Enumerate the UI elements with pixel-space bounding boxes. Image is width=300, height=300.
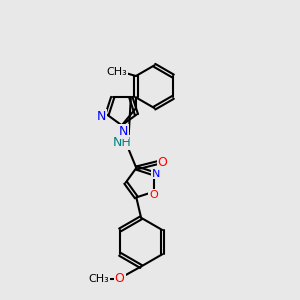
Text: O: O — [149, 190, 158, 200]
Text: O: O — [115, 272, 124, 286]
Text: O: O — [158, 156, 167, 169]
Text: N: N — [96, 110, 106, 123]
Text: CH₃: CH₃ — [106, 68, 127, 77]
Text: CH₃: CH₃ — [88, 274, 109, 284]
Text: N: N — [118, 125, 128, 138]
Text: N: N — [152, 169, 160, 178]
Text: NH: NH — [113, 136, 131, 149]
